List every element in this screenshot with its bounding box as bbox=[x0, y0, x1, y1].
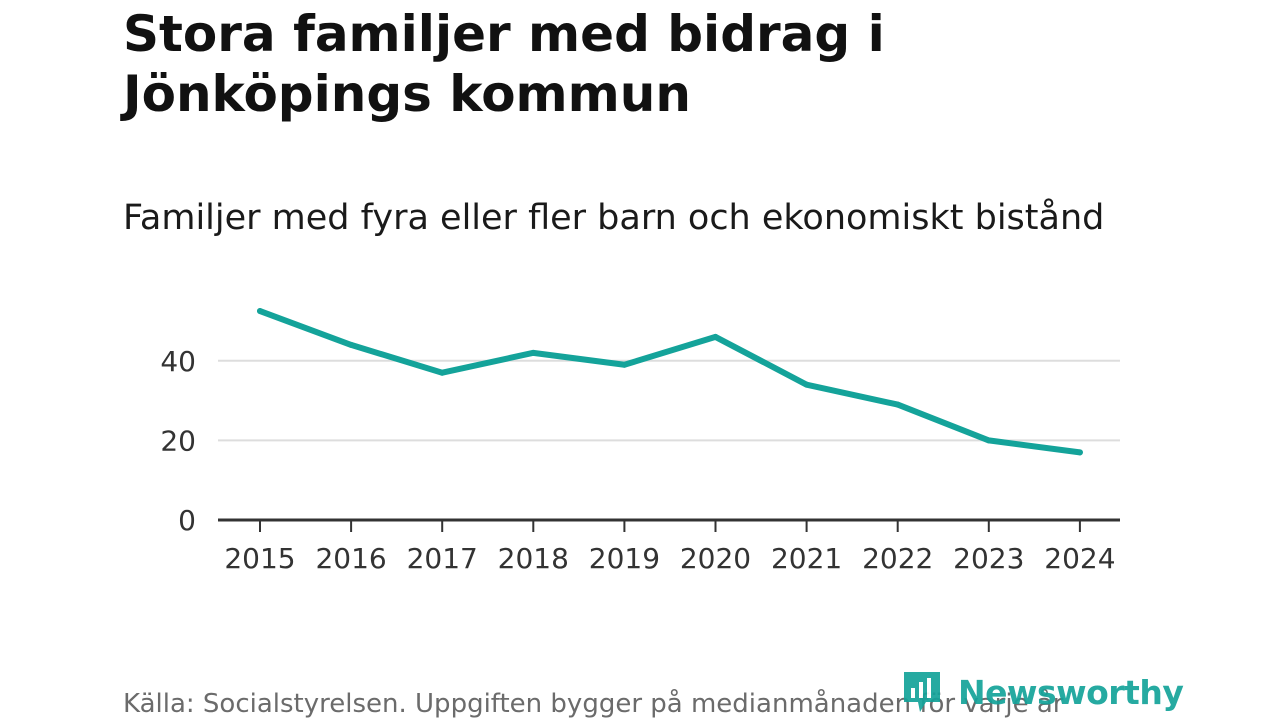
x-tick-label: 2023 bbox=[953, 542, 1024, 575]
data-point bbox=[1076, 449, 1083, 456]
x-tick-label: 2019 bbox=[589, 542, 660, 575]
x-tick-label: 2021 bbox=[771, 542, 842, 575]
y-tick-label: 0 bbox=[178, 504, 196, 537]
x-tick-label: 2024 bbox=[1044, 542, 1115, 575]
series-layer bbox=[257, 308, 1083, 456]
data-point bbox=[621, 361, 628, 368]
data-point bbox=[348, 341, 355, 348]
x-tick-label: 2016 bbox=[315, 542, 386, 575]
data-point bbox=[257, 308, 263, 315]
data-point bbox=[803, 381, 810, 388]
y-tick-label: 20 bbox=[160, 424, 196, 457]
data-point bbox=[712, 333, 719, 340]
y-axis-labels: 0 20 40 bbox=[160, 345, 196, 537]
x-tick-label: 2018 bbox=[498, 542, 569, 575]
x-axis bbox=[218, 518, 1120, 532]
y-tick-label: 40 bbox=[160, 345, 196, 378]
data-point bbox=[894, 401, 901, 408]
x-tick-label: 2017 bbox=[407, 542, 478, 575]
x-tick-label: 2015 bbox=[224, 542, 295, 575]
gridlines bbox=[218, 359, 1120, 442]
data-point bbox=[530, 349, 537, 356]
data-point bbox=[985, 437, 992, 444]
series-line bbox=[257, 308, 1083, 456]
x-tick-label: 2020 bbox=[680, 542, 751, 575]
x-tick-label: 2022 bbox=[862, 542, 933, 575]
chart-title: Stora familjer med bidrag i Jönköpings k… bbox=[123, 5, 885, 123]
newsworthy-logo-text: Newsworthy bbox=[958, 672, 1184, 712]
data-point bbox=[439, 369, 446, 376]
chart-subtitle: Familjer med fyra eller fler barn och ek… bbox=[123, 198, 1105, 238]
newsworthy-logo-icon bbox=[904, 672, 940, 712]
newsworthy-logo: Newsworthy bbox=[902, 670, 1184, 714]
x-axis-labels: 2015 2016 2017 2018 2019 2020 2021 2022 2023 2024 bbox=[224, 542, 1115, 575]
